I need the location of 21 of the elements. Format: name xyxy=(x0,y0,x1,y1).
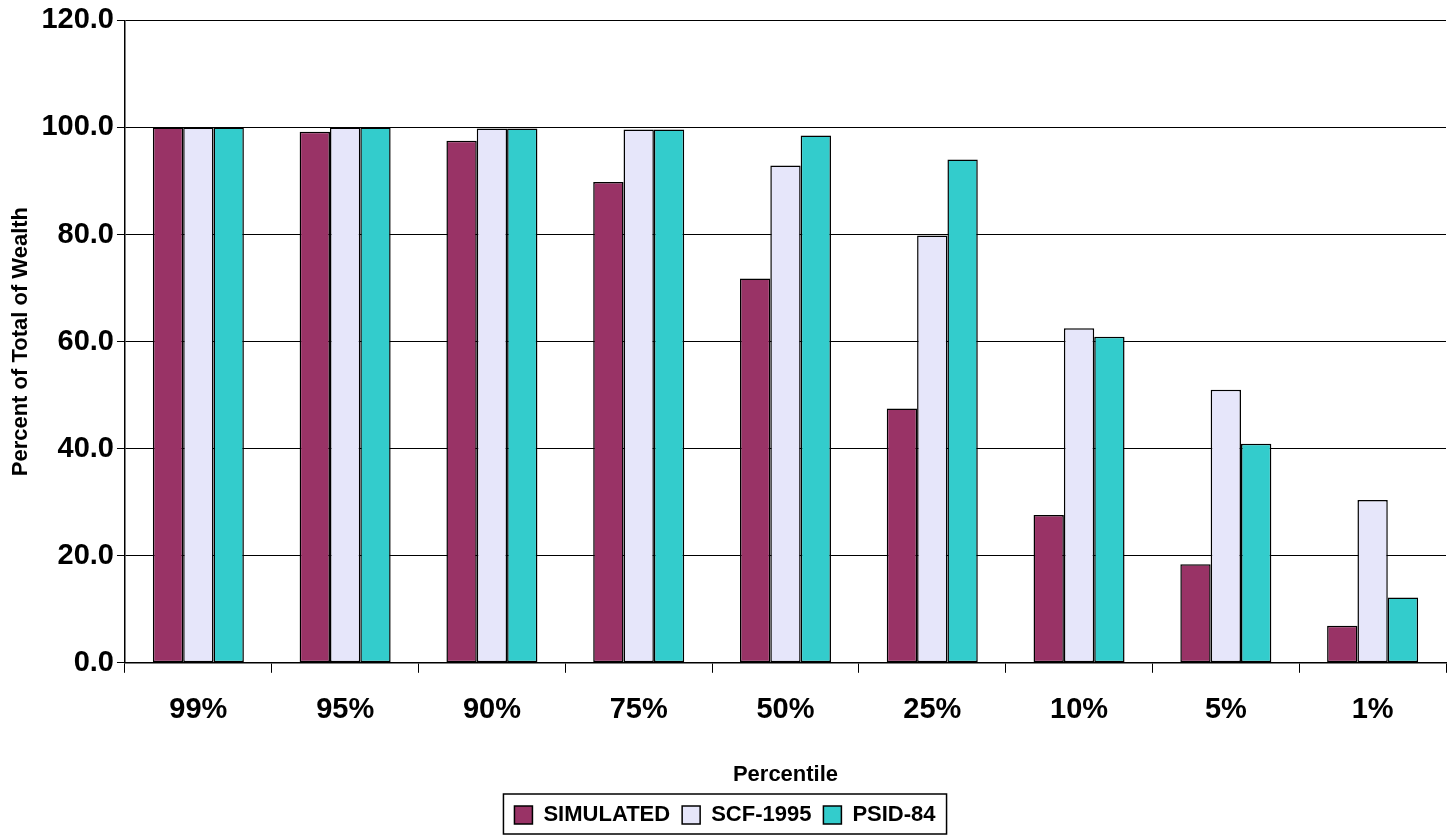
x-tick-label: 75% xyxy=(609,692,668,725)
y-tick-label: 100.0 xyxy=(41,109,114,142)
y-tick-label: 0.0 xyxy=(73,644,114,677)
x-tick-label: 50% xyxy=(756,692,815,725)
y-axis-title: Percent of Total of Wealth xyxy=(7,206,33,477)
y-tick-label: 40.0 xyxy=(57,430,114,463)
y-tick-label: 80.0 xyxy=(57,216,114,249)
x-tick-label: 10% xyxy=(1050,692,1109,725)
x-tick-label: 1% xyxy=(1351,692,1394,725)
x-tick-label: 99% xyxy=(169,692,228,725)
y-tick-label: 20.0 xyxy=(57,537,114,570)
x-axis-title: Percentile xyxy=(732,760,839,786)
y-tick-label: 120.0 xyxy=(41,2,114,35)
x-tick-label: 5% xyxy=(1204,692,1247,725)
x-tick-label: 90% xyxy=(462,692,522,725)
x-tick-label: 25% xyxy=(903,692,962,725)
legend-label: SIMULATED xyxy=(543,801,671,827)
legend-label: PSID-84 xyxy=(852,801,937,827)
legend-label: SCF-1995 xyxy=(711,801,812,827)
x-tick-label: 95% xyxy=(316,692,375,725)
y-tick-label: 60.0 xyxy=(57,323,114,356)
